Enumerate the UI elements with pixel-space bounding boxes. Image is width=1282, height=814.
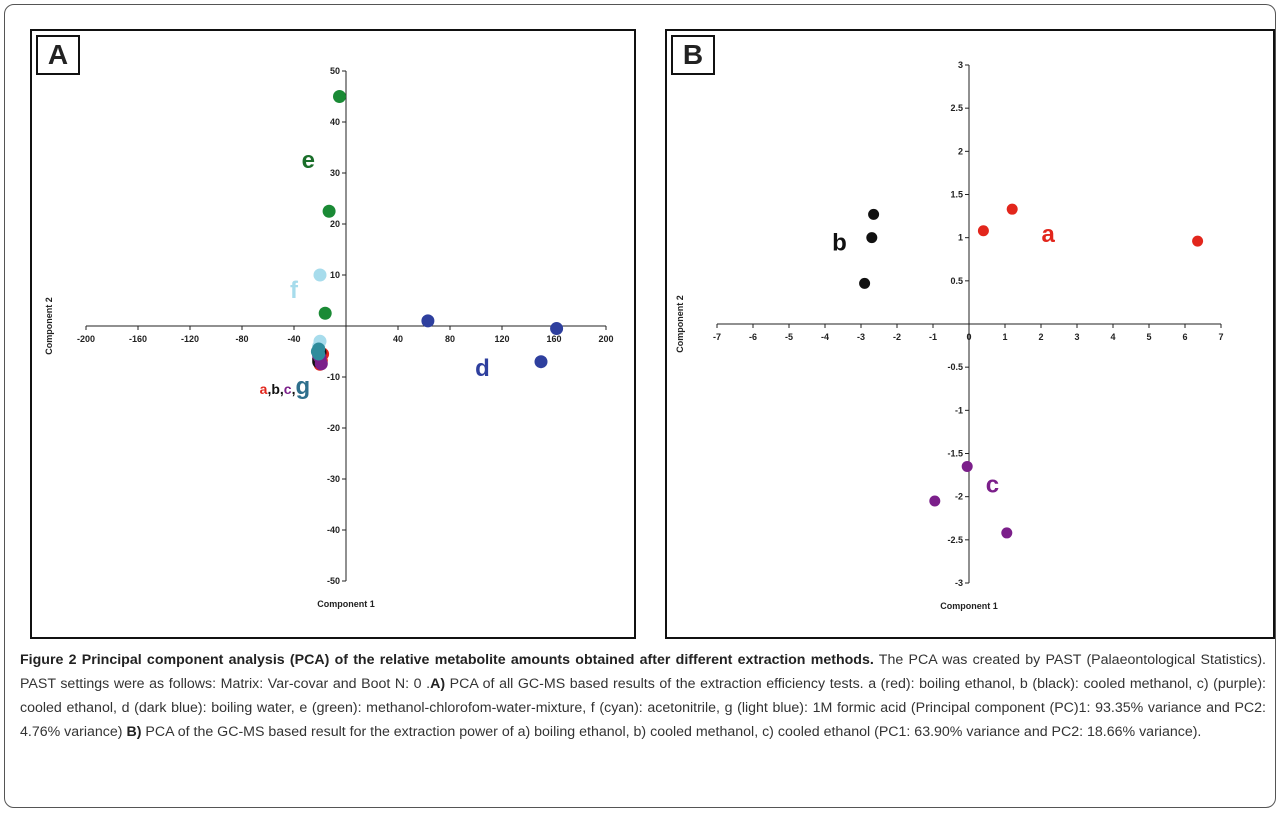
caption-title: Figure 2 Principal component analysis (P… (20, 652, 874, 668)
x-tick-label: 6 (1182, 332, 1187, 342)
y-tick-label: -1.5 (947, 449, 963, 459)
group-label-f: f (290, 277, 299, 304)
x-axis-title: Component 1 (317, 599, 375, 609)
group-label-e: e (302, 147, 315, 174)
y-tick-label: 2.5 (950, 103, 963, 113)
x-tick-label: -120 (181, 334, 199, 344)
panel-a-plot-area: -200 -160 -120 -80 -40 40 80 120 160 200 50 40 30 20 1… (44, 66, 614, 609)
group-label-b: b (832, 230, 847, 257)
y-tick-label: 40 (330, 117, 340, 127)
x-tick-label: 40 (393, 334, 403, 344)
data-point (333, 90, 346, 103)
y-tick-label: 0.5 (950, 276, 963, 286)
group-label-abcg: a,b,c,g (260, 373, 311, 400)
panel-b-plot-area: -7 -6 -5 -4 -3 -2 -1 0 1 2 3 4 5 6 7 3 2.5 2 1.5 1 0.5 -0.5 -1… (675, 60, 1224, 611)
data-point (866, 232, 878, 244)
y-tick-label: 1 (958, 233, 963, 243)
group-label-segment: , (267, 381, 271, 397)
panel-b-letter: B (671, 35, 715, 75)
caption-text-2: PCA of all GC-MS based results of the ex… (20, 676, 1266, 740)
x-tick-label: 80 (445, 334, 455, 344)
data-point (312, 347, 326, 361)
y-tick-label: 20 (330, 219, 340, 229)
caption-text-1: The PCA was created by PAST (Palaeontolo… (20, 652, 1266, 692)
y-tick-label: -3 (955, 578, 963, 588)
x-tick-label: 200 (598, 334, 613, 344)
x-tick-label: 5 (1146, 332, 1151, 342)
data-point (859, 277, 871, 289)
y-tick-label: -30 (327, 474, 340, 484)
x-tick-label: 160 (546, 334, 561, 344)
group-label-d: d (475, 355, 490, 382)
data-point (318, 306, 332, 320)
data-point (1006, 203, 1018, 215)
x-tick-label: 120 (494, 334, 509, 344)
caption-bold-a: A) (430, 676, 446, 692)
y-axis-title: Component 2 (44, 297, 54, 355)
x-tick-label: 1 (1002, 332, 1007, 342)
group-label-segment: b (271, 381, 280, 397)
group-label-segment: g (295, 373, 310, 400)
x-tick-label: -80 (235, 334, 248, 344)
x-tick-label: -200 (77, 334, 95, 344)
y-tick-label: 1.5 (950, 190, 963, 200)
x-tick-label: -160 (129, 334, 147, 344)
figure-frame (4, 4, 1276, 808)
caption-bold-b: B) (126, 724, 142, 740)
group-label-segment: , (280, 381, 284, 397)
data-point (1001, 527, 1013, 539)
x-tick-label: 7 (1218, 332, 1223, 342)
data-point (534, 355, 548, 369)
x-tick-label: -4 (821, 332, 829, 342)
caption-text-3: PCA of the GC-MS based result for the ex… (141, 724, 1202, 740)
x-tick-label: 2 (1038, 332, 1043, 342)
y-tick-label: -10 (327, 372, 340, 382)
x-tick-label: -1 (929, 332, 937, 342)
x-tick-label: -5 (785, 332, 793, 342)
y-tick-label: 30 (330, 168, 340, 178)
y-tick-label: -0.5 (947, 362, 963, 372)
y-tick-label: -2.5 (947, 535, 963, 545)
panel-a-scatter-chart: -200 -160 -120 -80 -40 40 80 120 160 200 50 40 30 20 1… (30, 29, 636, 639)
panel-a-letter: A (36, 35, 80, 75)
y-axis-title: Component 2 (675, 295, 685, 353)
y-tick-label: 50 (330, 66, 340, 76)
group-label-segment: c (284, 381, 292, 397)
y-tick-label: 3 (958, 60, 963, 70)
data-point (868, 208, 880, 220)
group-label-a: a (1042, 221, 1056, 248)
y-tick-label: -50 (327, 576, 340, 586)
data-point (313, 268, 327, 282)
y-tick-label: -40 (327, 525, 340, 535)
group-label-c: c (986, 471, 999, 498)
data-point (977, 225, 989, 237)
data-point (322, 204, 336, 218)
y-tick-label: -20 (327, 423, 340, 433)
figure-caption: Figure 2 Principal component analysis (P… (20, 648, 1266, 744)
group-label-segment: , (292, 381, 296, 397)
x-tick-label: -40 (287, 334, 300, 344)
x-tick-label: 3 (1074, 332, 1079, 342)
group-label-segment: a (260, 381, 268, 397)
y-tick-label: 2 (958, 146, 963, 156)
y-tick-label: -1 (955, 405, 963, 415)
x-tick-label: 0 (966, 332, 971, 342)
data-point (550, 322, 564, 336)
y-tick-label: 10 (330, 270, 340, 280)
y-tick-label: -2 (955, 492, 963, 502)
data-point (929, 495, 941, 507)
x-tick-label: -6 (749, 332, 757, 342)
x-axis-title: Component 1 (940, 601, 998, 611)
x-tick-label: 4 (1110, 332, 1115, 342)
x-tick-label: -3 (857, 332, 865, 342)
data-point (421, 314, 435, 328)
panel-b-scatter-chart: -7 -6 -5 -4 -3 -2 -1 0 1 2 3 4 5 6 7 3 2.5 2 1.5 1 0.5 -0.5 -1… (665, 29, 1275, 639)
data-point (961, 460, 973, 472)
x-tick-label: -7 (713, 332, 721, 342)
data-point (1192, 235, 1204, 247)
x-tick-label: -2 (893, 332, 901, 342)
